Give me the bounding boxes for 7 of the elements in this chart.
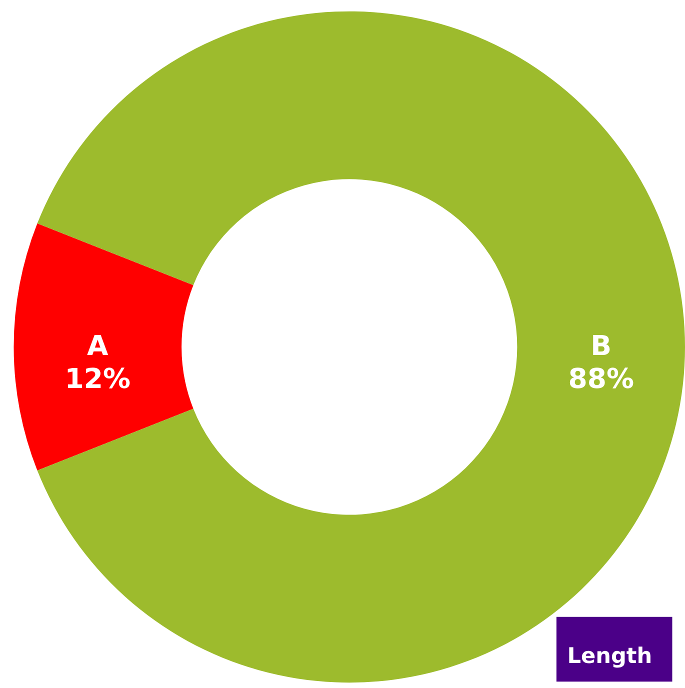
data-label: 12% [64,364,131,396]
data-label: 88% [568,364,634,396]
donut-slice [37,12,684,682]
donut-slice [14,223,194,471]
slice-label: B [590,330,612,362]
text: Length [567,644,652,669]
slice-label: A [87,330,110,362]
